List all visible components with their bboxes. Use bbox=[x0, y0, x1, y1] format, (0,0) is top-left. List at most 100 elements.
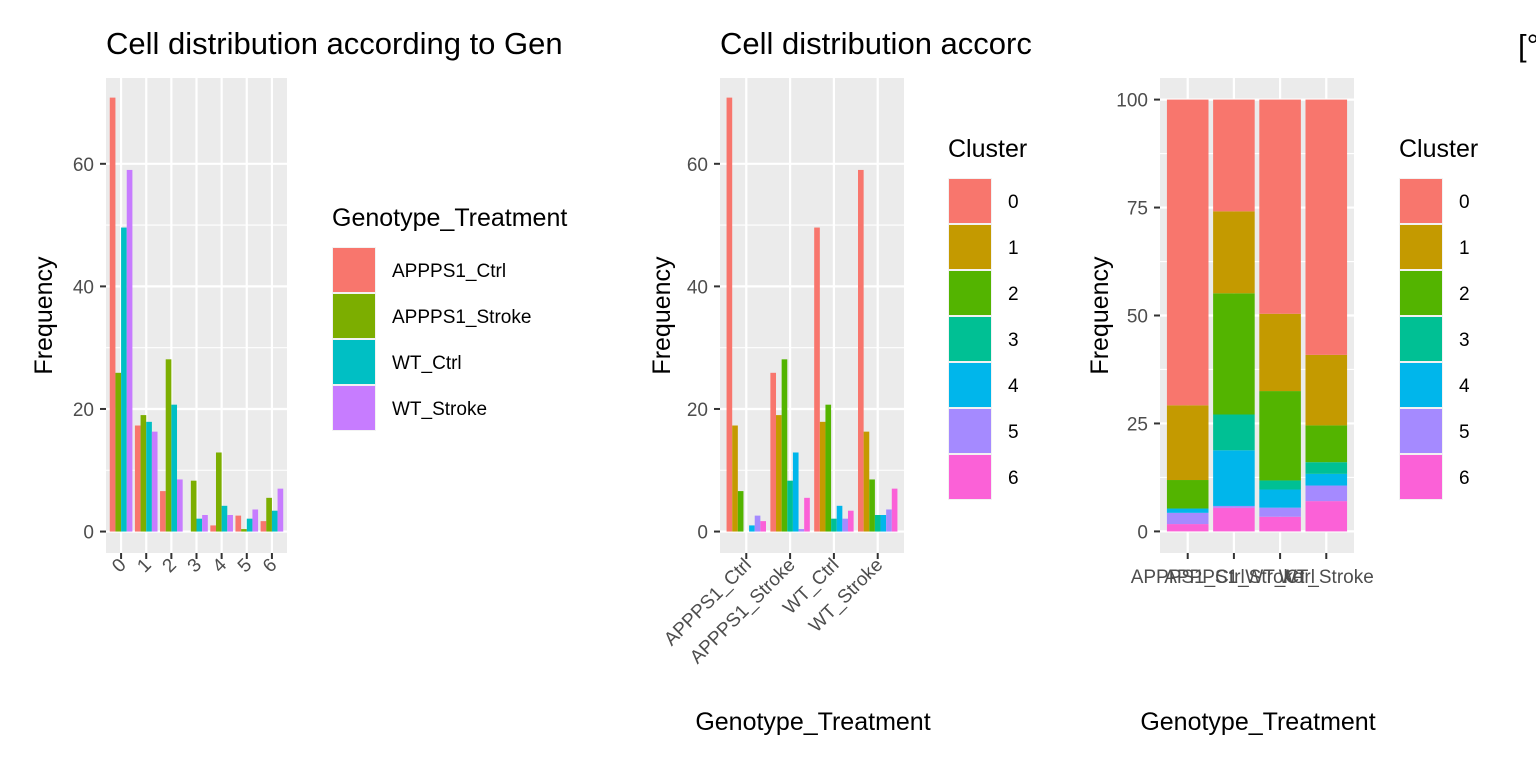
bar-3-APPPS1_Stroke bbox=[787, 480, 793, 532]
stack-segment-2-APPPS1_Stroke bbox=[1213, 293, 1255, 415]
legend-label-3: 3 bbox=[1008, 330, 1019, 351]
bar-0-APPPS1_Stroke bbox=[770, 372, 777, 532]
y-axis-title: Frequency bbox=[648, 256, 676, 375]
bar-2-APPPS1_Ctrl bbox=[737, 491, 744, 532]
bar-WT_Ctrl-1 bbox=[146, 421, 152, 532]
legend-title: Cluster bbox=[948, 135, 1027, 163]
stack-segment-3-APPPS1_Stroke bbox=[1213, 414, 1255, 451]
legend-key-3 bbox=[949, 317, 991, 361]
legend: Cluster 0 1 2 3 4 5 6 bbox=[948, 135, 1027, 500]
x-tick-label: APPPS1_Ctrl bbox=[1131, 567, 1245, 588]
x-axis-title: Genotype_Treatment bbox=[1140, 708, 1375, 736]
stack-segment-4-WT_Stroke bbox=[1305, 473, 1348, 486]
y-tick-label: 40 bbox=[687, 277, 708, 298]
bar-APPPS1_Stroke-6 bbox=[266, 497, 272, 532]
stack-segment-3-WT_Stroke bbox=[1305, 462, 1348, 474]
legend-label-5: 5 bbox=[1008, 422, 1019, 443]
stack-segment-1-APPPS1_Stroke bbox=[1213, 211, 1255, 294]
y-tick-label: 25 bbox=[1127, 414, 1148, 435]
stack-segment-4-APPPS1_Stroke bbox=[1213, 450, 1255, 506]
x-tick-label: 3 bbox=[184, 555, 206, 577]
bar-2-WT_Ctrl bbox=[825, 404, 832, 532]
legend-label-0: 0 bbox=[1459, 192, 1470, 213]
legend-key-4 bbox=[1400, 363, 1442, 407]
y-axis-title: Frequency bbox=[1086, 256, 1114, 375]
legend-label-APPPS1_Stroke: APPPS1_Stroke bbox=[392, 307, 531, 328]
stack-segment-5-WT_Stroke bbox=[1305, 485, 1348, 502]
legend-label-WT_Ctrl: WT_Ctrl bbox=[392, 353, 462, 374]
bar-5-WT_Stroke bbox=[886, 509, 892, 532]
bar-APPPS1_Ctrl-1 bbox=[134, 425, 141, 532]
legend-key-2 bbox=[1400, 271, 1442, 315]
bar-WT_Ctrl-6 bbox=[271, 510, 278, 532]
bar-WT_Stroke-6 bbox=[277, 488, 284, 532]
x-tick-label: 0 bbox=[108, 555, 130, 577]
stack-segment-2-WT_Ctrl bbox=[1259, 391, 1301, 481]
stack-segment-6-WT_Ctrl bbox=[1259, 516, 1301, 532]
bar-0-WT_Stroke bbox=[858, 169, 864, 532]
legend-title: Cluster bbox=[1399, 135, 1478, 163]
bar-WT_Ctrl-3 bbox=[196, 518, 203, 532]
bar-2-WT_Stroke bbox=[869, 479, 875, 532]
legend-key-6 bbox=[949, 455, 991, 499]
bar-4-WT_Stroke bbox=[880, 515, 887, 532]
bar-1-WT_Ctrl bbox=[819, 421, 826, 532]
chart-title: Cell distribution according to Gen bbox=[106, 26, 563, 61]
bar-WT_Ctrl-4 bbox=[221, 505, 228, 532]
bar-APPPS1_Ctrl-4 bbox=[210, 525, 216, 532]
legend-key-3 bbox=[1400, 317, 1442, 361]
bar-APPPS1_Ctrl-6 bbox=[260, 521, 267, 532]
legend-label-6: 6 bbox=[1459, 468, 1470, 489]
chart-2: Cell distribution accorc0204060APPPS1_Ct… bbox=[648, 26, 1032, 736]
bar-WT_Stroke-5 bbox=[252, 509, 259, 532]
y-tick-label: 0 bbox=[83, 523, 94, 544]
legend-key-0 bbox=[1400, 179, 1442, 223]
legend-label-4: 4 bbox=[1459, 376, 1470, 397]
chart-1: Cell distribution according to Gen020406… bbox=[30, 26, 567, 577]
legend-key-6 bbox=[1400, 455, 1442, 499]
legend-label-1: 1 bbox=[1459, 238, 1470, 259]
bar-3-WT_Ctrl bbox=[831, 518, 837, 532]
y-tick-label: 0 bbox=[1137, 522, 1148, 543]
y-tick-label: 0 bbox=[697, 523, 708, 544]
y-tick-label: 20 bbox=[73, 400, 94, 421]
bar-WT_Stroke-4 bbox=[227, 515, 233, 532]
legend-title: Genotype_Treatment bbox=[332, 204, 567, 232]
y-tick-label: 100 bbox=[1116, 91, 1148, 112]
legend: Genotype_Treatment APPPS1_Ctrl APPPS1_Stro… bbox=[332, 204, 567, 431]
stack-segment-1-WT_Stroke bbox=[1305, 354, 1348, 426]
chart-3: 0255075100APPPS1_CtrlAPPPS1_StrokeWT_Ctr… bbox=[1086, 78, 1478, 736]
bar-1-APPPS1_Stroke bbox=[776, 415, 782, 532]
legend-label-4: 4 bbox=[1008, 376, 1019, 397]
stack-segment-0-APPPS1_Stroke bbox=[1213, 99, 1255, 212]
stack-segment-0-WT_Ctrl bbox=[1259, 99, 1301, 314]
y-tick-label: 50 bbox=[1127, 307, 1148, 328]
legend-key-5 bbox=[949, 409, 991, 453]
legend-label-WT_Stroke: WT_Stroke bbox=[392, 399, 487, 420]
bar-APPPS1_Ctrl-5 bbox=[235, 515, 242, 532]
bar-APPPS1_Stroke-2 bbox=[165, 359, 172, 532]
bar-APPPS1_Stroke-0 bbox=[115, 372, 122, 532]
stack-segment-1-WT_Ctrl bbox=[1259, 313, 1301, 392]
legend-label-APPPS1_Ctrl: APPPS1_Ctrl bbox=[392, 261, 506, 282]
bar-WT_Ctrl-0 bbox=[121, 227, 127, 532]
stack-segment-4-WT_Ctrl bbox=[1259, 489, 1301, 508]
x-tick-label: APPPS1_Stroke bbox=[1164, 567, 1303, 588]
bar-WT_Stroke-2 bbox=[177, 479, 183, 532]
legend-key-0 bbox=[949, 179, 991, 223]
bar-WT_Ctrl-2 bbox=[171, 404, 178, 532]
stack-segment-3-WT_Ctrl bbox=[1259, 480, 1301, 490]
bar-0-WT_Ctrl bbox=[814, 227, 820, 532]
legend-label-5: 5 bbox=[1459, 422, 1470, 443]
bar-6-APPPS1_Stroke bbox=[804, 497, 810, 532]
legend-key-APPPS1_Ctrl bbox=[333, 248, 375, 292]
legend-key-4 bbox=[949, 363, 991, 407]
legend-label-3: 3 bbox=[1459, 330, 1470, 351]
bar-6-WT_Ctrl bbox=[847, 510, 854, 532]
bar-1-WT_Stroke bbox=[863, 431, 870, 532]
legend-key-5 bbox=[1400, 409, 1442, 453]
legend-label-2: 2 bbox=[1008, 284, 1019, 305]
x-tick-label: 2 bbox=[159, 555, 181, 577]
y-tick-label: 75 bbox=[1127, 199, 1148, 220]
x-tick-label: 1 bbox=[133, 555, 155, 577]
